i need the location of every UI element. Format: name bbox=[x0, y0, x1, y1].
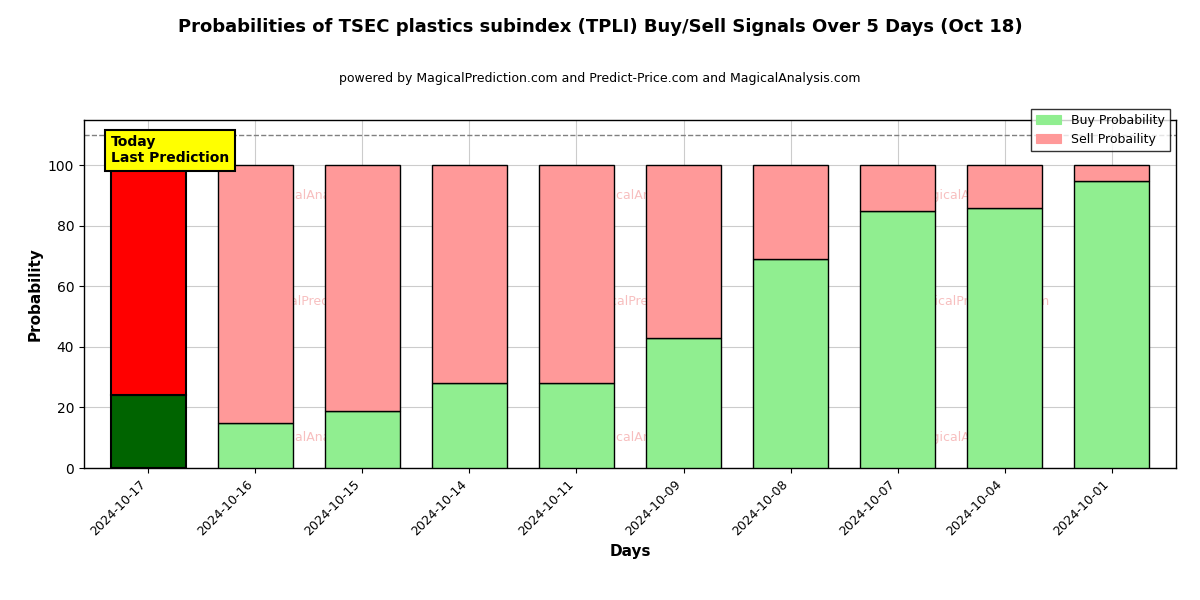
Bar bbox=[860, 166, 935, 211]
Bar bbox=[860, 211, 935, 468]
Bar bbox=[967, 166, 1042, 208]
Bar bbox=[646, 166, 721, 338]
Text: MagicalPrediction.com: MagicalPrediction.com bbox=[908, 295, 1050, 308]
Text: MagicalPrediction.com: MagicalPrediction.com bbox=[253, 295, 395, 308]
Legend: Buy Probability, Sell Probaility: Buy Probability, Sell Probaility bbox=[1031, 109, 1170, 151]
Bar bbox=[432, 383, 506, 468]
Bar bbox=[218, 166, 293, 422]
Bar bbox=[432, 166, 506, 383]
Bar bbox=[325, 410, 400, 468]
Bar bbox=[110, 166, 186, 395]
Bar bbox=[1074, 166, 1150, 181]
Bar bbox=[218, 422, 293, 468]
Bar bbox=[967, 208, 1042, 468]
Text: powered by MagicalPrediction.com and Predict-Price.com and MagicalAnalysis.com: powered by MagicalPrediction.com and Pre… bbox=[340, 72, 860, 85]
Text: MagicalAnalysis.com: MagicalAnalysis.com bbox=[914, 431, 1045, 444]
Text: Probabilities of TSEC plastics subindex (TPLI) Buy/Sell Signals Over 5 Days (Oct: Probabilities of TSEC plastics subindex … bbox=[178, 18, 1022, 36]
Text: MagicalPrediction.com: MagicalPrediction.com bbox=[581, 295, 722, 308]
Bar bbox=[110, 395, 186, 468]
Bar bbox=[539, 383, 614, 468]
Text: MagicalAnalysis.com: MagicalAnalysis.com bbox=[259, 189, 390, 202]
Bar bbox=[754, 166, 828, 259]
Bar bbox=[646, 338, 721, 468]
Bar bbox=[754, 259, 828, 468]
Text: MagicalAnalysis.com: MagicalAnalysis.com bbox=[587, 431, 718, 444]
Text: MagicalAnalysis.com: MagicalAnalysis.com bbox=[259, 431, 390, 444]
Text: Today
Last Prediction: Today Last Prediction bbox=[110, 135, 229, 166]
X-axis label: Days: Days bbox=[610, 544, 650, 559]
Bar bbox=[539, 166, 614, 383]
Text: MagicalAnalysis.com: MagicalAnalysis.com bbox=[914, 189, 1045, 202]
Bar bbox=[1074, 181, 1150, 468]
Text: MagicalAnalysis.com: MagicalAnalysis.com bbox=[587, 189, 718, 202]
Y-axis label: Probability: Probability bbox=[28, 247, 42, 341]
Bar bbox=[325, 166, 400, 410]
